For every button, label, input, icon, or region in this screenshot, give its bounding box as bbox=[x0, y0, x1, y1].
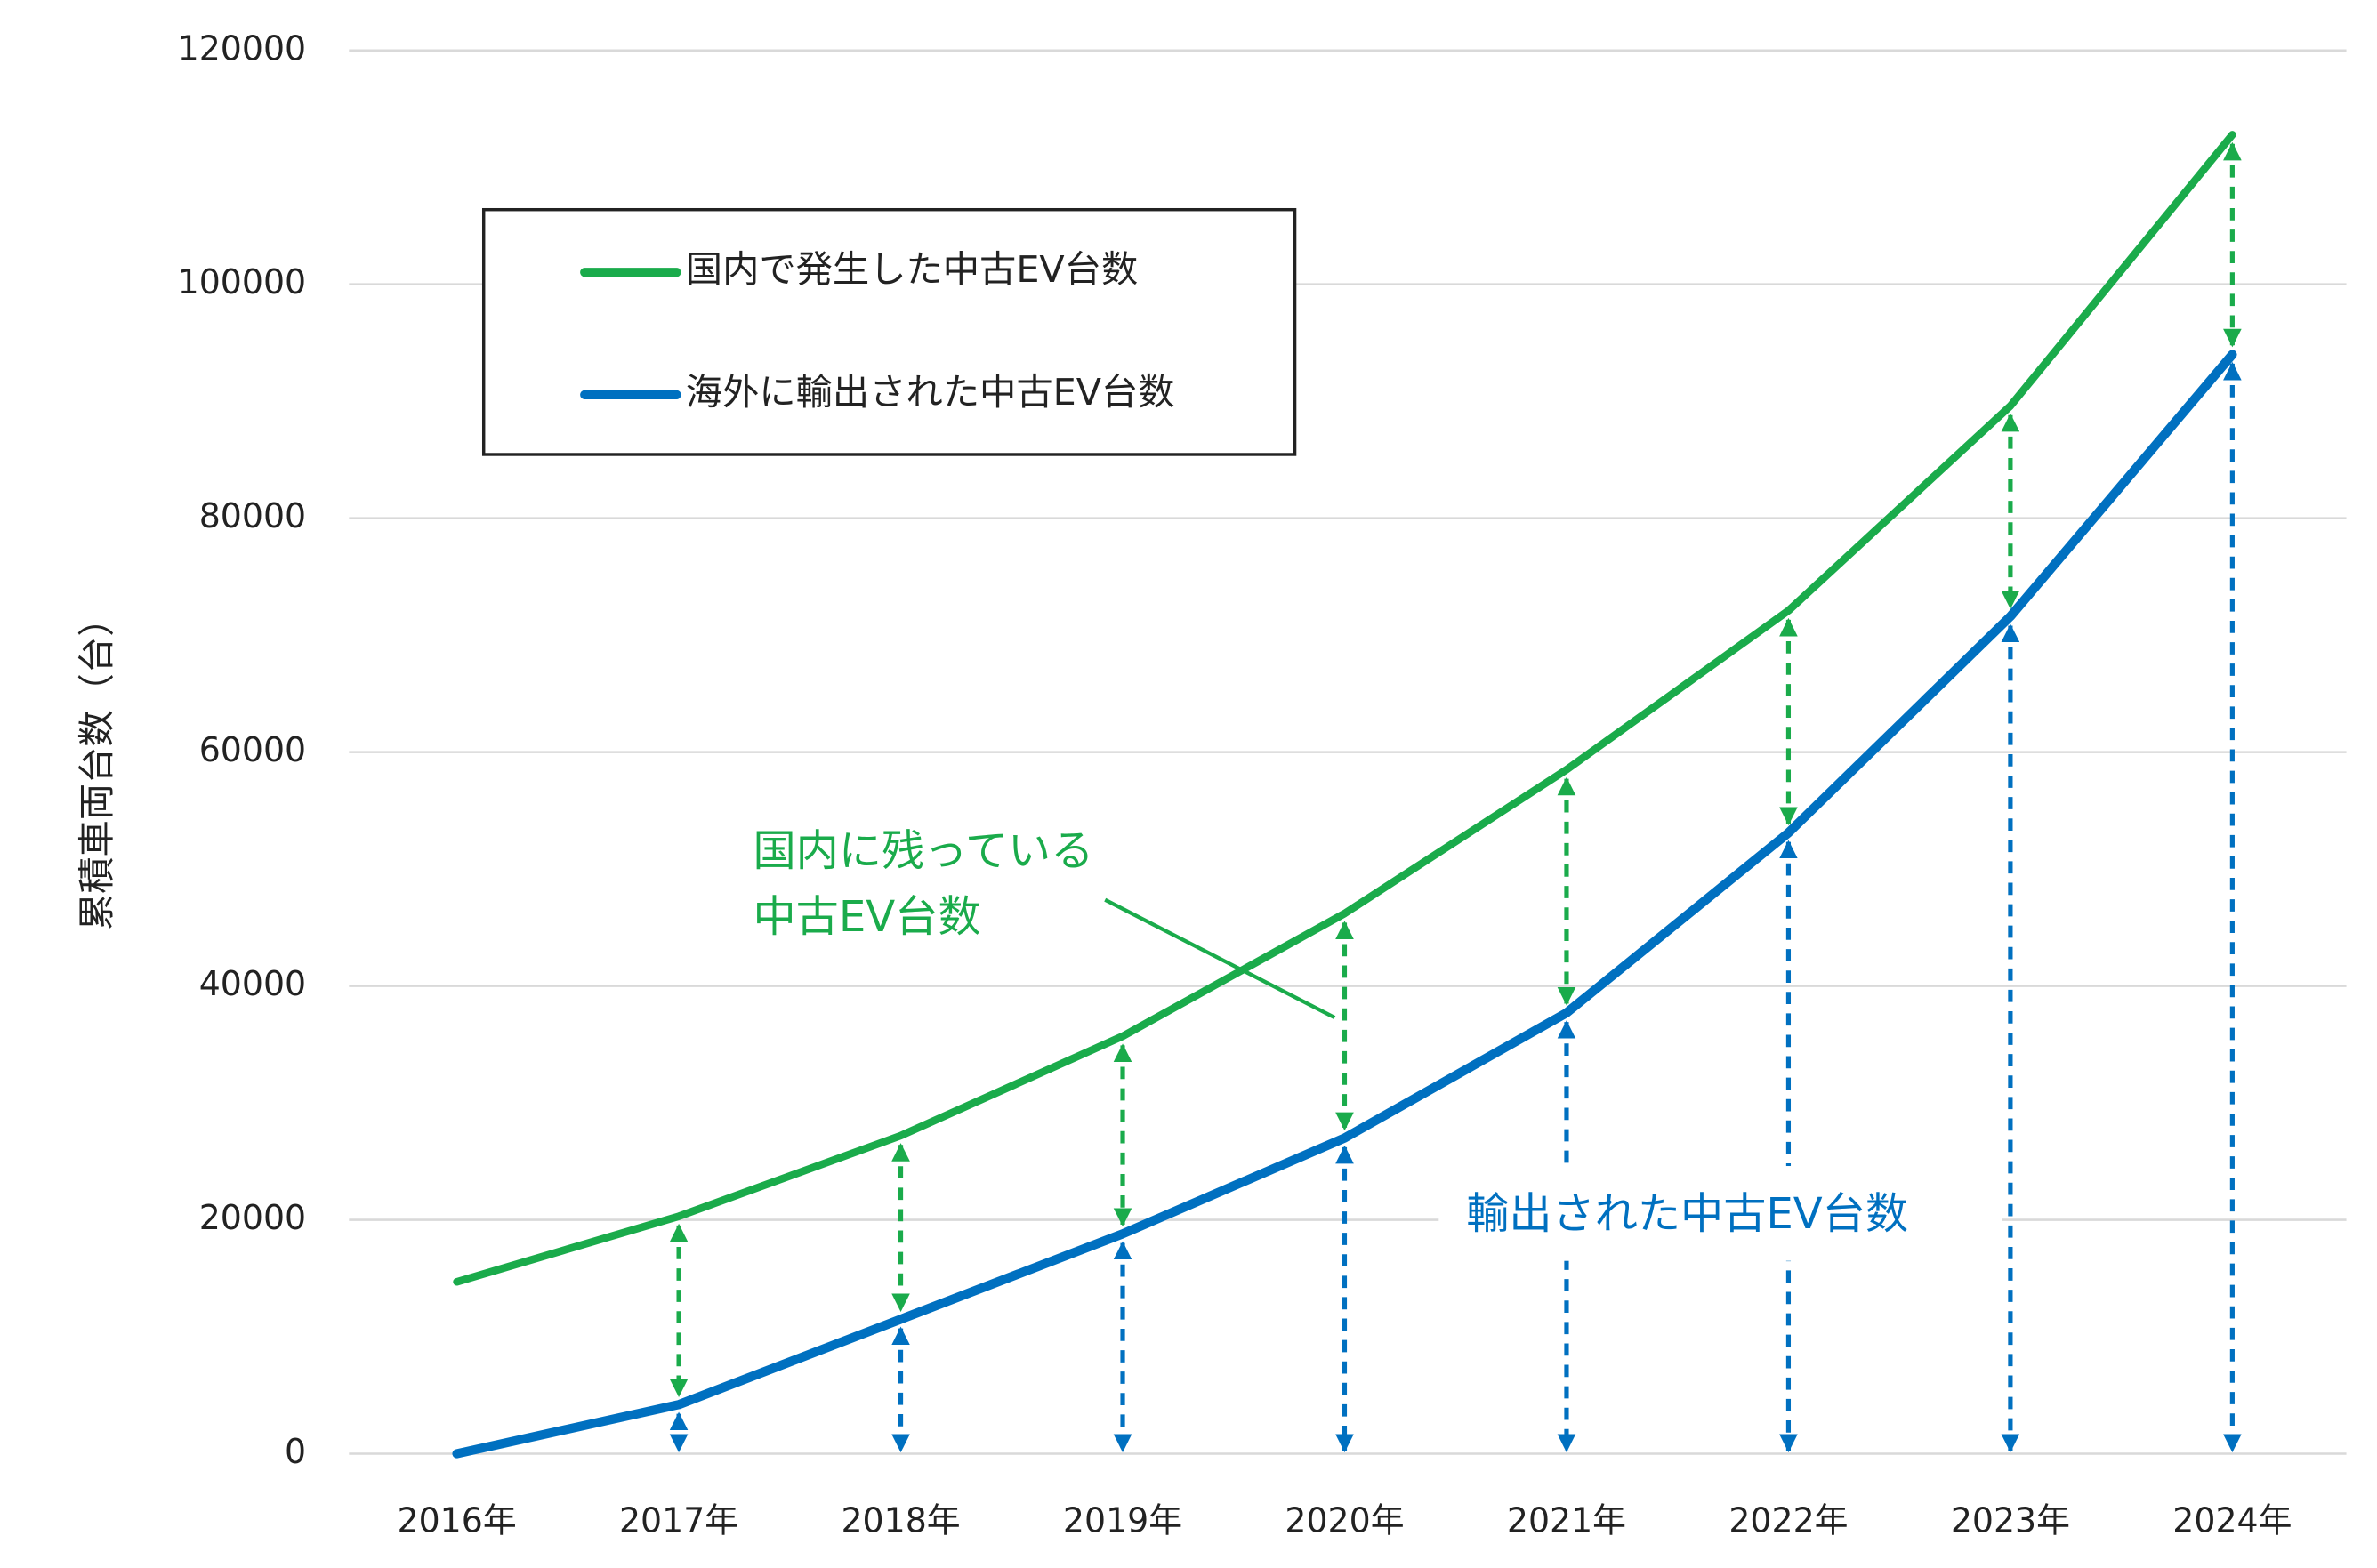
x-tick-label: 2016年 bbox=[398, 1500, 517, 1540]
y-tick-label: 100000 bbox=[178, 262, 306, 302]
annotation: 中古EV台数 bbox=[753, 892, 981, 942]
x-tick-label: 2021年 bbox=[1507, 1500, 1626, 1540]
x-tick-label: 2024年 bbox=[2172, 1500, 2292, 1540]
x-tick-label: 2023年 bbox=[1951, 1500, 2070, 1540]
y-tick-label: 60000 bbox=[199, 730, 306, 769]
x-tick-label: 2022年 bbox=[1728, 1500, 1848, 1540]
x-tick-label: 2017年 bbox=[619, 1500, 738, 1540]
y-tick-label: 0 bbox=[285, 1432, 306, 1471]
series-line bbox=[453, 131, 2236, 1286]
legend-label: 国内で発生した中古EV台数 bbox=[686, 248, 1138, 291]
annotation: 輸出された中古EV台数 bbox=[1466, 1189, 1908, 1239]
x-tick-label: 2020年 bbox=[1285, 1500, 1404, 1540]
series-line bbox=[452, 350, 2237, 1459]
legend-box bbox=[481, 207, 1297, 456]
annotation: 国内に残っている bbox=[753, 826, 1094, 876]
leader-line bbox=[1104, 897, 1336, 1020]
y-tick-label: 80000 bbox=[199, 496, 306, 535]
annotation-bg bbox=[1438, 1166, 2002, 1261]
x-tick-label: 2019年 bbox=[1063, 1500, 1182, 1540]
y-axis-label: 累積車両台数（台） bbox=[76, 599, 118, 930]
y-tick-label: 40000 bbox=[199, 964, 306, 1003]
x-tick-label: 2018年 bbox=[841, 1500, 960, 1540]
legend-label: 海外に輸出された中古EV台数 bbox=[686, 371, 1175, 414]
y-tick-label: 120000 bbox=[178, 28, 306, 68]
y-tick-label: 20000 bbox=[199, 1198, 306, 1237]
